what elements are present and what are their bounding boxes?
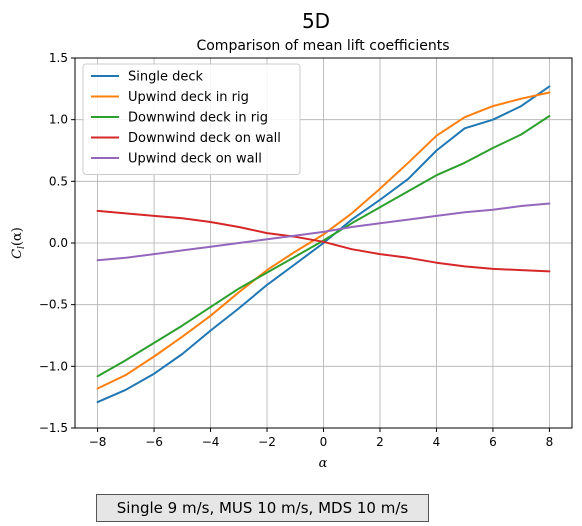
conditions-note: Single 9 m/s, MUS 10 m/s, MDS 10 m/s xyxy=(96,494,429,522)
series-lines xyxy=(96,85,551,404)
y-tick-label: −0.5 xyxy=(39,298,68,312)
legend-label: Single deck xyxy=(128,70,203,85)
x-tick-label: −4 xyxy=(202,435,220,449)
figure-suptitle: 5D xyxy=(302,9,330,33)
y-axis-label-main: C xyxy=(10,249,25,259)
x-tick-label: −8 xyxy=(89,435,107,449)
x-tick-label: 4 xyxy=(433,435,441,449)
x-tick-label: 0 xyxy=(320,435,328,449)
x-axis-label: α xyxy=(319,456,328,471)
chart-title: Comparison of mean lift coefficients xyxy=(196,38,449,54)
x-tick-label: −2 xyxy=(258,435,276,449)
y-tick-label: 0.0 xyxy=(49,236,68,250)
y-axis-label-arg: (α) xyxy=(10,227,25,246)
x-tick-label: 2 xyxy=(376,435,384,449)
y-tick-label: 1.5 xyxy=(49,51,68,65)
y-axis-label-sub: l xyxy=(17,246,27,249)
legend-label: Upwind deck on wall xyxy=(128,152,262,167)
legend-label: Downwind deck in rig xyxy=(128,111,268,126)
y-tick-label: 0.5 xyxy=(49,174,68,188)
axis-ticks: −8 −6 −4 −2 0 2 4 6 8 −1.5 −1.0 −0.5 0.0 0.5 1.0 1.5 xyxy=(39,51,553,449)
y-axis-label: Cl(α) xyxy=(10,227,27,259)
legend-box xyxy=(82,63,301,175)
legend-label: Downwind deck on wall xyxy=(128,131,281,146)
x-tick-label: 8 xyxy=(546,435,554,449)
legend-label: Upwind deck in rig xyxy=(128,90,249,105)
x-tick-label: −6 xyxy=(145,435,163,449)
legend: Single deck Upwind deck in rig Downwind de… xyxy=(82,63,301,175)
y-tick-label: −1.0 xyxy=(39,359,68,373)
y-tick-label: 1.0 xyxy=(49,113,68,127)
x-tick-label: 6 xyxy=(489,435,497,449)
y-tick-label: −1.5 xyxy=(39,421,68,435)
